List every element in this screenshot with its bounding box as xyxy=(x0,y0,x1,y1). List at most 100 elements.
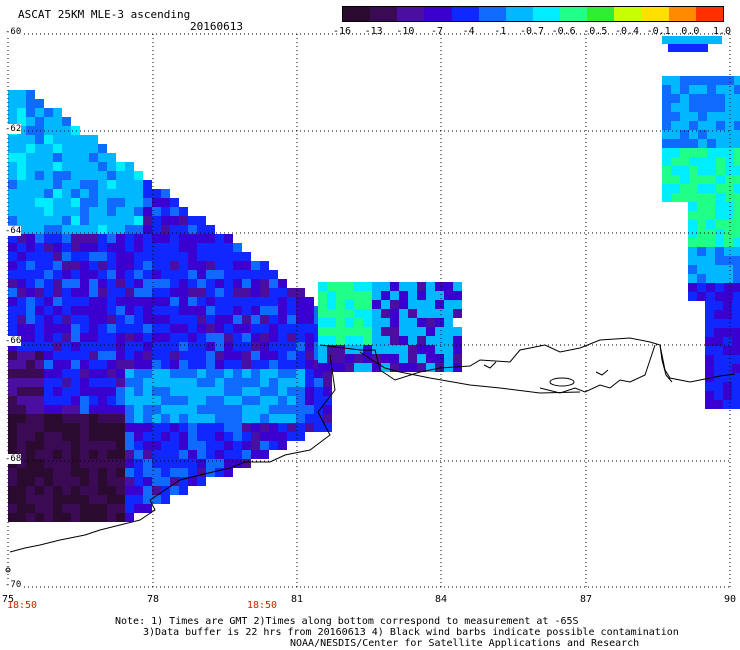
swath-cell xyxy=(8,180,17,189)
swath-cell xyxy=(26,288,35,297)
swath-cell xyxy=(26,144,35,153)
colorbar-swatch xyxy=(587,7,615,21)
swath-cell xyxy=(251,315,260,324)
swath-cell xyxy=(161,414,170,423)
colorbar-tick-label: -1 xyxy=(494,26,507,37)
swath-cell xyxy=(89,270,98,279)
swath-cell xyxy=(125,351,134,360)
swath-cell xyxy=(116,198,125,207)
swath-cell xyxy=(125,162,134,171)
swath-cell xyxy=(89,171,98,180)
swath-cell xyxy=(734,139,740,148)
chart-title: ASCAT 25KM MLE-3 ascending xyxy=(18,8,191,21)
swath-cell xyxy=(161,351,170,360)
swath-cell xyxy=(224,342,233,351)
swath-cell xyxy=(71,207,80,216)
swath-cell xyxy=(242,369,251,378)
swath-cell xyxy=(251,396,260,405)
swath-cell xyxy=(62,306,71,315)
swath-cell xyxy=(89,486,98,495)
swath-cell xyxy=(161,396,170,405)
swath-cell xyxy=(62,495,71,504)
swath-cell xyxy=(188,216,197,225)
swath-cell xyxy=(345,309,354,318)
swath-cell xyxy=(197,306,206,315)
swath-cell xyxy=(53,117,62,126)
swath-cell xyxy=(269,288,278,297)
swath-cell xyxy=(89,423,98,432)
swath-cell xyxy=(179,351,188,360)
swath-cell xyxy=(417,327,426,336)
swath-cell xyxy=(296,396,305,405)
swath-cell xyxy=(107,189,116,198)
swath-cell xyxy=(53,513,62,522)
swath-cell xyxy=(224,387,233,396)
swath-cell xyxy=(62,216,71,225)
swath-cell xyxy=(125,360,134,369)
swath-cell xyxy=(242,306,251,315)
swath-cell xyxy=(251,270,260,279)
swath-cell xyxy=(399,309,408,318)
swath-cell xyxy=(26,126,35,135)
swath-cell xyxy=(170,279,179,288)
swath-cell xyxy=(53,135,62,144)
swath-cell xyxy=(170,441,179,450)
swath-cell xyxy=(98,450,107,459)
swath-cell xyxy=(152,423,161,432)
swath-cell xyxy=(680,130,689,139)
swath-cell xyxy=(89,405,98,414)
swath-cell xyxy=(662,166,671,175)
swath-cell xyxy=(71,432,80,441)
swath-cell xyxy=(336,300,345,309)
swath-cell xyxy=(724,292,733,301)
swath-cell xyxy=(269,414,278,423)
swath-cell xyxy=(62,459,71,468)
swath-cell xyxy=(734,94,740,103)
swath-cell xyxy=(116,441,125,450)
swath-cell xyxy=(724,283,733,292)
swath-cell xyxy=(98,243,107,252)
swath-cell xyxy=(206,342,215,351)
swath-cell xyxy=(44,234,53,243)
swath-cell xyxy=(706,238,715,247)
swath-cell xyxy=(671,76,680,85)
swath-cell xyxy=(161,477,170,486)
swath-cell xyxy=(197,459,206,468)
swath-cell xyxy=(233,396,242,405)
swath-cell xyxy=(161,198,170,207)
swath-cell xyxy=(260,432,269,441)
swath-cell xyxy=(116,432,125,441)
swath-cell xyxy=(725,148,734,157)
swath-cell xyxy=(134,423,143,432)
swath-cell xyxy=(71,216,80,225)
swath-cell xyxy=(224,261,233,270)
swath-cell xyxy=(80,180,89,189)
swath-cell xyxy=(62,171,71,180)
swath-cell xyxy=(53,153,62,162)
swath-cell xyxy=(278,297,287,306)
swath-cell xyxy=(179,297,188,306)
swath-cell xyxy=(125,180,134,189)
swath-cell xyxy=(354,318,363,327)
swath-cell xyxy=(62,342,71,351)
swath-cell xyxy=(260,405,269,414)
swath-cell xyxy=(35,225,44,234)
swath-cell xyxy=(161,270,170,279)
swath-cell xyxy=(107,270,116,279)
swath-cell xyxy=(242,387,251,396)
swath-cell xyxy=(80,198,89,207)
swath-cell xyxy=(107,351,116,360)
swath-cell xyxy=(733,274,740,283)
swath-cell xyxy=(35,459,44,468)
swath-cell xyxy=(381,354,390,363)
swath-cell xyxy=(53,279,62,288)
swath-cell xyxy=(62,477,71,486)
swath-cell xyxy=(689,103,698,112)
swath-cell xyxy=(363,291,372,300)
swath-cell xyxy=(715,292,724,301)
swath-cell xyxy=(715,202,724,211)
swath-cell xyxy=(71,486,80,495)
swath-cell xyxy=(134,333,143,342)
swath-cell xyxy=(161,279,170,288)
swath-cell xyxy=(116,207,125,216)
